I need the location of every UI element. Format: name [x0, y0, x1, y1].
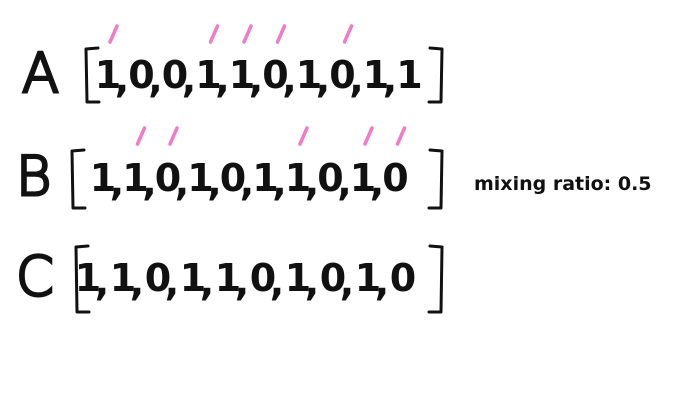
bit-value: 0 — [262, 53, 288, 97]
bit-value: 0 — [155, 156, 181, 200]
bit-value: 1 — [187, 156, 213, 200]
bit-value: 1 — [90, 156, 116, 200]
mixing-ratio-label: mixing ratio: 0.5 — [474, 173, 652, 195]
row-label: B — [16, 145, 51, 208]
bit-value: 1 — [180, 256, 206, 300]
comma: , — [240, 160, 254, 204]
comma: , — [383, 57, 397, 101]
bit-value: 0 — [162, 53, 188, 97]
comma: , — [95, 260, 109, 304]
bit-value: 1 — [252, 156, 278, 200]
left-bracket — [84, 46, 101, 104]
bit-value: 1 — [110, 256, 136, 300]
selected-mark — [242, 24, 253, 44]
comma: , — [340, 260, 354, 304]
selected-mark — [135, 126, 147, 146]
row-label: A — [22, 42, 59, 105]
comma: , — [270, 260, 284, 304]
comma: , — [175, 160, 189, 204]
comma: , — [375, 260, 389, 304]
bit-value: 1 — [215, 256, 241, 300]
bit-value: 0 — [317, 156, 343, 200]
selected-mark — [342, 24, 354, 44]
bit-value: 0 — [220, 156, 246, 200]
row-c: C 1, 1, 0, 1, 1, 0, 1, 0, 1, 0 — [15, 244, 444, 314]
comma: , — [215, 57, 229, 101]
comma: , — [337, 160, 351, 204]
left-bracket — [70, 148, 87, 210]
comma: , — [272, 160, 286, 204]
bit-value: 1 — [122, 156, 148, 200]
comma: , — [235, 260, 249, 304]
comma: , — [115, 57, 129, 101]
row-b: B 1,1,0,1,0,1,1,0,1,0 — [15, 126, 444, 210]
selected-mark — [298, 126, 309, 146]
bit-value: 1 — [363, 53, 389, 97]
bit-value: 0 — [382, 156, 408, 200]
selected-mark — [168, 126, 179, 146]
bit-value: 1 — [355, 256, 381, 300]
left-bracket — [74, 244, 91, 314]
selected-mark — [108, 24, 119, 44]
bit-value: 1 — [296, 53, 322, 97]
bit-value: 0 — [250, 256, 276, 300]
bit-value: 0 — [128, 53, 154, 97]
selected-mark — [363, 126, 374, 146]
bit-value: 1 — [195, 53, 221, 97]
selected-mark — [208, 24, 220, 44]
bit-value: 1 — [350, 156, 376, 200]
selected-mark — [395, 126, 407, 146]
bit-value: 1 — [229, 53, 255, 97]
bit-value: 1 — [285, 256, 311, 300]
comma: , — [130, 260, 144, 304]
comma: , — [305, 160, 319, 204]
bit-value: 0 — [329, 53, 355, 97]
row-label: C — [16, 245, 54, 308]
comma: , — [305, 260, 319, 304]
bit-value: 0 — [320, 256, 346, 300]
right-bracket — [427, 244, 444, 314]
comma: , — [282, 57, 296, 101]
comma: , — [200, 260, 214, 304]
comma: , — [182, 57, 196, 101]
comma: , — [349, 57, 363, 101]
bit-value: 1 — [285, 156, 311, 200]
row-a: A 1, 0, 0, 1, 1, 0, 1, 0, 1, 1 — [21, 24, 444, 107]
comma: , — [316, 57, 330, 101]
comma: , — [165, 260, 179, 304]
right-bracket — [427, 148, 444, 210]
comma: , — [142, 160, 156, 204]
comma: , — [370, 160, 384, 204]
comma: , — [249, 57, 263, 101]
comma: , — [110, 160, 124, 204]
comma: , — [207, 160, 221, 204]
comma: , — [148, 57, 162, 101]
bit-value: 0 — [390, 256, 416, 300]
bit-value: 1 — [396, 53, 422, 97]
bit-value: 0 — [145, 256, 171, 300]
bit-value: 1 — [95, 53, 121, 97]
bit-value: 1 — [75, 256, 101, 300]
selected-mark — [275, 24, 287, 44]
right-bracket — [427, 46, 444, 104]
